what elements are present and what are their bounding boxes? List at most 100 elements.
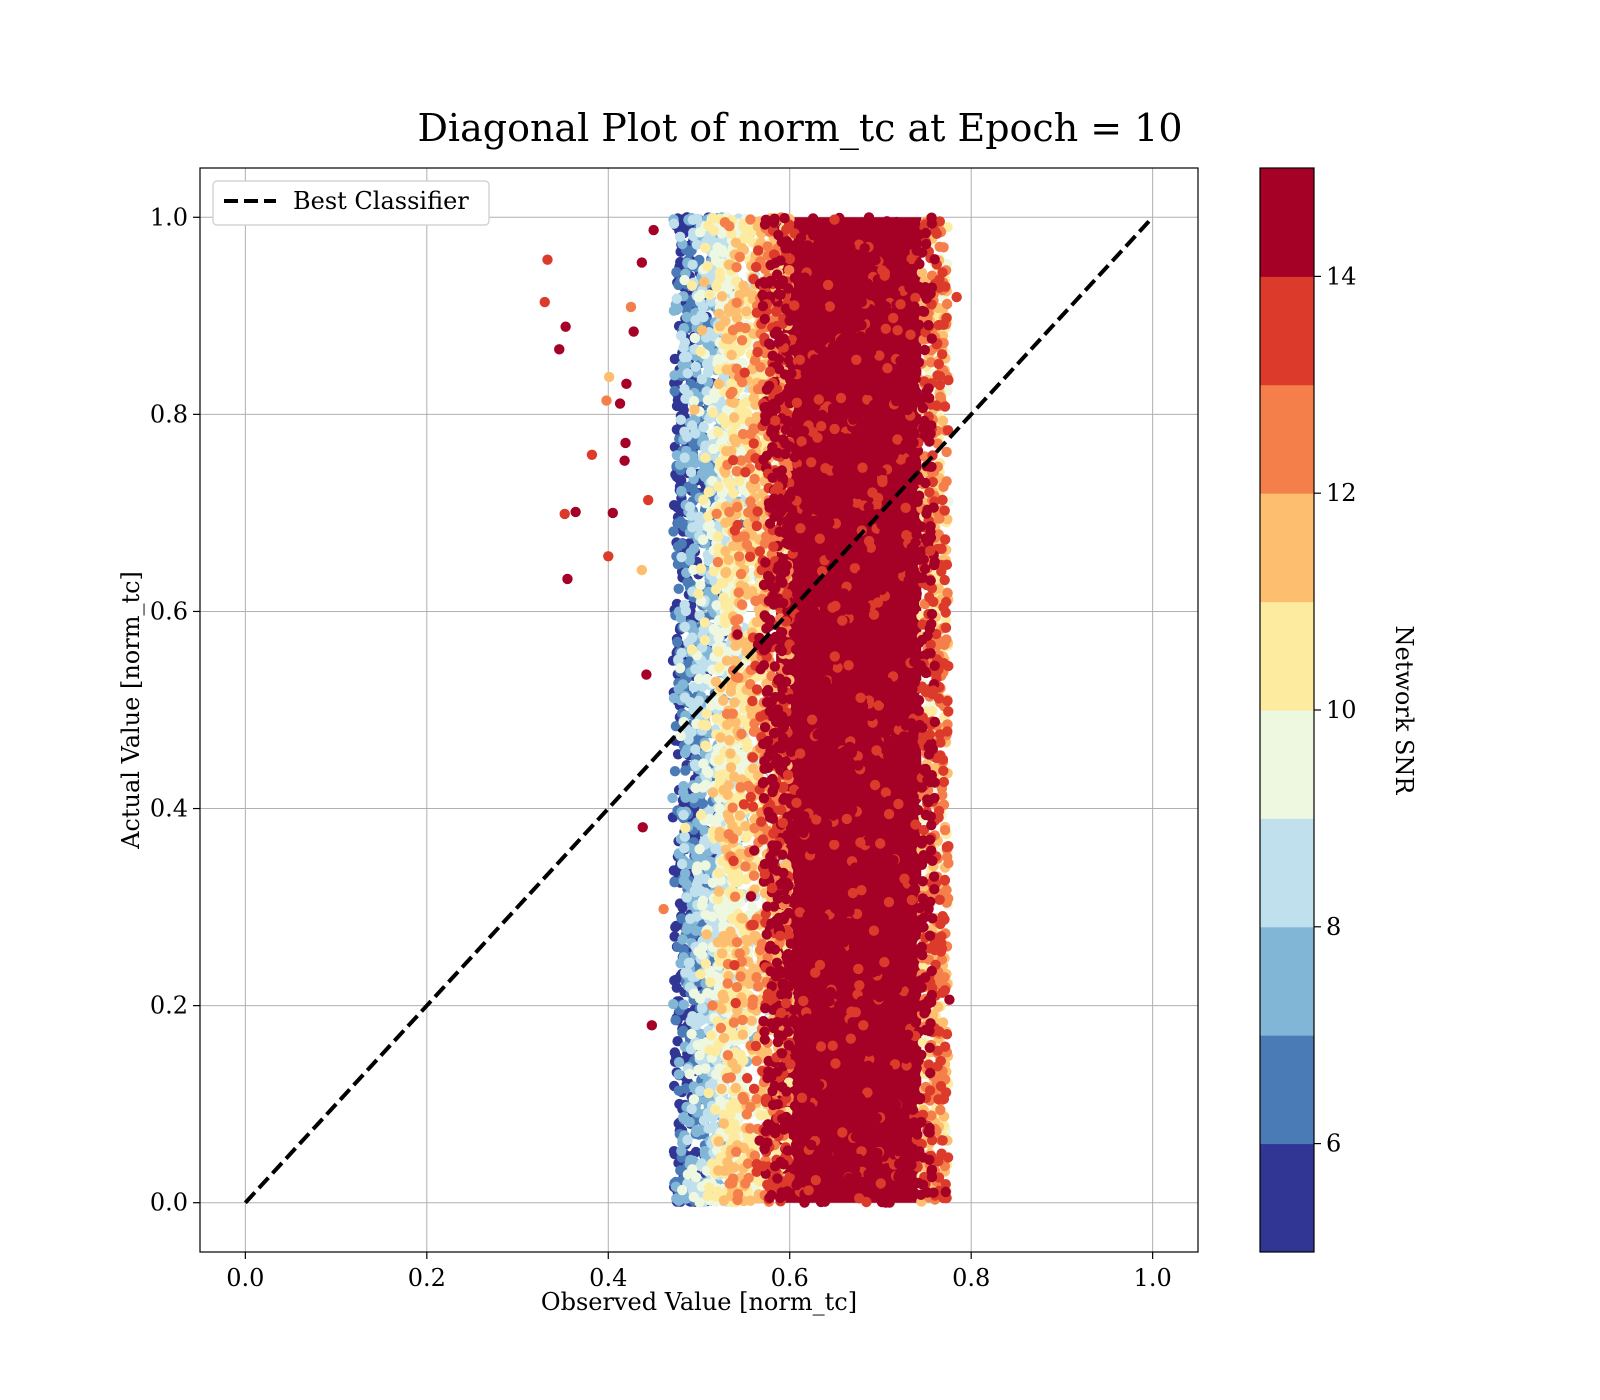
scatter-point (689, 332, 701, 344)
scatter-point (680, 822, 691, 834)
scatter-point (668, 865, 680, 876)
scatter-point (707, 407, 719, 418)
scatter-point (690, 361, 701, 372)
scatter-point (718, 1195, 730, 1206)
scatter-point (669, 353, 681, 365)
scatter-point (695, 346, 706, 357)
scatter-point (716, 1083, 727, 1095)
scatter-point (732, 876, 743, 888)
scatter-point (673, 1069, 684, 1080)
scatter-point (679, 621, 691, 633)
scatter-point (708, 225, 719, 236)
scatter-point (724, 735, 735, 746)
scatter-point (694, 843, 705, 855)
scatter-point (686, 644, 698, 655)
scatter-point (704, 1182, 715, 1193)
scatter-point (678, 404, 689, 416)
scatter-point (729, 891, 741, 902)
scatter-point (669, 931, 680, 942)
scatter-point (710, 1104, 721, 1115)
scatter-point (689, 404, 700, 415)
scatter-point (696, 325, 708, 336)
scatter-point (707, 1000, 718, 1011)
scatter-point (671, 450, 683, 461)
scatter-point (725, 748, 736, 759)
scatter-point (669, 877, 680, 888)
scatter-point (672, 541, 684, 552)
scatter-point (737, 1029, 748, 1040)
scatter-point (669, 1047, 680, 1058)
scatter-point (668, 692, 680, 704)
scatter-point (671, 267, 682, 278)
scatter-point (726, 349, 737, 361)
scatter-point (707, 787, 719, 798)
scatter-point (697, 534, 709, 545)
scatter-point (693, 588, 704, 600)
scatter-point (718, 247, 729, 258)
scatter-point (700, 242, 711, 253)
scatter-point (731, 262, 742, 273)
scatter-point (682, 368, 693, 379)
scatter-point (678, 787, 689, 798)
scatter-point (680, 765, 691, 776)
scatter-point (713, 646, 724, 657)
scatter-point (729, 697, 740, 708)
scatter-point (746, 1015, 757, 1026)
scatter-point (737, 913, 748, 924)
scatter-point (676, 485, 687, 497)
scatter-point (722, 1050, 734, 1061)
scatter-point (681, 892, 692, 903)
scatter-point (723, 598, 734, 609)
scatter-point (730, 437, 741, 448)
scatter-point (693, 695, 704, 706)
scatter-point (675, 330, 687, 341)
scatter-point (673, 583, 684, 594)
scatter-point (734, 251, 745, 263)
scatter-point (723, 554, 734, 565)
scatter-point (695, 580, 706, 591)
scatter-point (728, 1017, 740, 1028)
scatter-point (684, 555, 696, 566)
scatter-point (679, 842, 690, 854)
scatter-point (670, 1015, 681, 1026)
scatter-point (676, 858, 688, 870)
scatter-point (728, 412, 740, 423)
scatter-point (679, 426, 690, 437)
scatter-point (696, 1002, 708, 1013)
scatter-point (716, 291, 728, 302)
scatter-point (679, 599, 690, 611)
scatter-point (713, 481, 724, 492)
scatter-point (705, 977, 716, 988)
scatter-point (669, 377, 680, 389)
scatter-point (697, 782, 709, 793)
scatter-point (687, 632, 698, 643)
scatter-point (689, 458, 700, 469)
scatter-point (727, 802, 738, 813)
scatter-point (712, 556, 724, 568)
scatter-point (670, 922, 681, 933)
scatter-point (672, 303, 684, 314)
scatter-point (703, 486, 714, 498)
scatter-point (687, 214, 699, 225)
scatter-point (681, 311, 692, 323)
scatter-point (715, 732, 726, 743)
scatter-point (672, 1036, 683, 1047)
scatter-point (668, 526, 679, 537)
scatter-point (695, 563, 707, 574)
scatter-point (684, 957, 695, 968)
scatter-point (675, 958, 686, 969)
scatter-point (682, 921, 693, 932)
scatter-point (678, 875, 690, 886)
scatter-point (670, 721, 682, 732)
scatter-point (699, 635, 711, 646)
scatter-point (671, 293, 682, 304)
scatter-point (684, 1068, 695, 1080)
scatter-point (747, 483, 758, 494)
scatter-point (669, 385, 680, 397)
scatter-point (704, 289, 715, 300)
scatter-point (723, 829, 734, 840)
scatter-point (680, 967, 691, 978)
scatter-point (686, 1028, 697, 1040)
scatter-point (688, 988, 700, 999)
scatter-point (686, 280, 698, 291)
